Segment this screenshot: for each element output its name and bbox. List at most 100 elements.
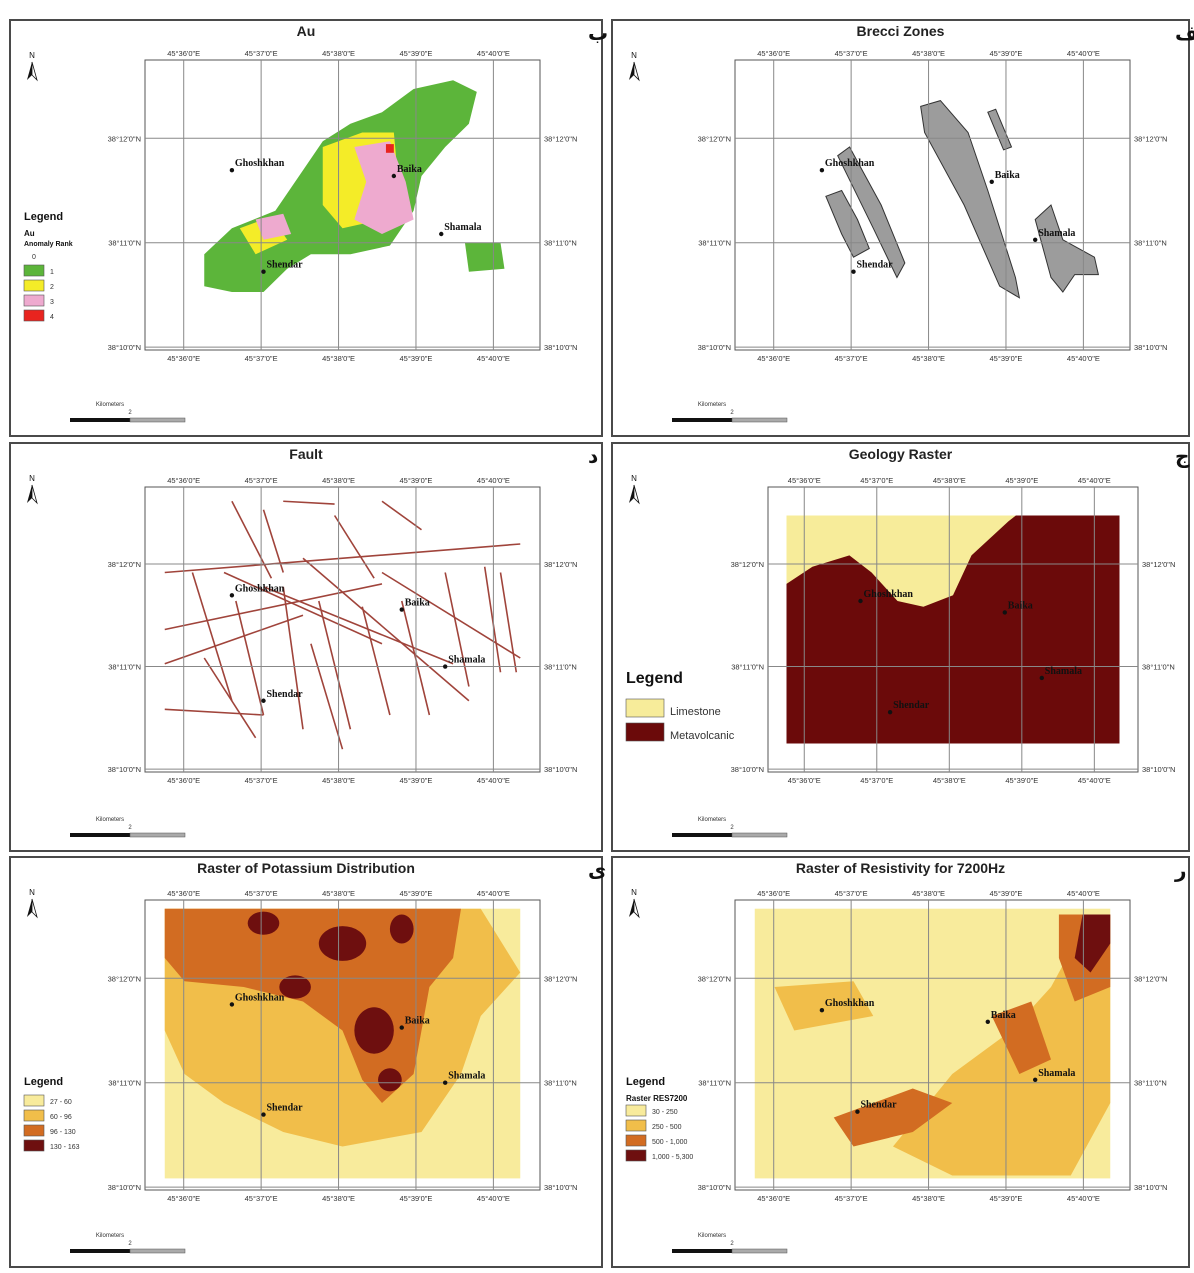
- fault-line: [499, 572, 518, 673]
- x-tick-label-top: 45°36'0"E: [788, 476, 821, 485]
- fault-line: [444, 572, 470, 687]
- raster-class-2-area: [774, 981, 874, 1031]
- legend-item-label: 96 - 130: [50, 1129, 76, 1136]
- legend-swatch: [23, 279, 45, 292]
- fault-line: [310, 643, 344, 750]
- town-marker: [439, 231, 444, 237]
- north-arrow-half: [633, 484, 640, 505]
- panel-resistivity: Raster of Resistivity for 7200Hz ر45°36'0…: [611, 856, 1190, 1268]
- legend-swatch: [23, 1094, 45, 1107]
- town-label: Shendar: [267, 1103, 304, 1114]
- breccia-zone: [837, 146, 906, 279]
- y-tick-label-left: 38°10'0"N: [108, 1183, 141, 1192]
- map-grid: 45°36'0"E 45°36'0"E 45°37'0"E 45°37'0"E 45°3…: [108, 476, 578, 785]
- legend-swatch: [625, 1134, 647, 1147]
- x-tick-label-bottom: 45°39'0"E: [1005, 776, 1038, 785]
- y-tick-label-left: 38°11'0"N: [698, 1079, 731, 1088]
- legend-swatch: [625, 698, 665, 718]
- x-tick-label-top: 45°37'0"E: [245, 49, 278, 58]
- scale-bar-segment: [731, 417, 788, 423]
- panel-letter: ج: [1175, 444, 1190, 468]
- y-tick-label-left: 38°11'0"N: [108, 239, 141, 248]
- scale-bar-value: 2: [128, 825, 132, 831]
- x-tick-label-top: 45°40'0"E: [1078, 476, 1111, 485]
- fault-line: [164, 583, 383, 631]
- raster-class-3-area: [991, 1001, 1051, 1074]
- au-rank-3-area: [255, 213, 292, 240]
- x-tick-label-bottom: 45°38'0"E: [322, 776, 355, 785]
- map-legend: Legend Raster RES7200 30 - 250 250 - 500 500…: [625, 1076, 693, 1162]
- scale-bar: Kilometers 2: [70, 1233, 186, 1254]
- x-tick-label-top: 45°39'0"E: [1005, 476, 1038, 485]
- x-tick-label-top: 45°37'0"E: [245, 476, 278, 485]
- x-tick-label-bottom: 45°36'0"E: [167, 354, 200, 363]
- x-tick-label-bottom: 45°38'0"E: [912, 354, 945, 363]
- town-marker: [1033, 237, 1038, 242]
- x-tick-label-bottom: 45°36'0"E: [788, 776, 821, 785]
- legend-swatch: [23, 309, 45, 322]
- scale-bar-label: Kilometers: [96, 1233, 124, 1239]
- fault-line: [483, 566, 502, 673]
- y-tick-label-left: 38°12'0"N: [108, 560, 141, 569]
- x-tick-label-top: 45°37'0"E: [245, 889, 278, 898]
- panel-au: Au ب45°36'0"E45°36'0"E45°37'0"E45°37'0"E4…: [9, 19, 608, 437]
- town-label: Shamala: [1038, 228, 1075, 239]
- north-arrow-half: [629, 62, 634, 80]
- panel-letter: ب: [588, 21, 608, 45]
- scale-bar-segment: [731, 1248, 788, 1254]
- y-tick-label-right: 38°10'0"N: [1134, 343, 1167, 352]
- x-tick-label-bottom: 45°38'0"E: [322, 1194, 355, 1203]
- legend-item-label: 60 - 96: [50, 1114, 72, 1121]
- map-legend: Legend Au Anomaly Rank 0 1 2 3 4: [23, 211, 73, 322]
- x-tick-label-bottom: 45°40'0"E: [477, 1194, 510, 1203]
- north-arrow-half: [31, 898, 38, 919]
- scale-bar: Kilometers 2: [672, 817, 788, 838]
- north-arrow-half: [633, 61, 640, 82]
- legend-item-label: 3: [50, 299, 54, 306]
- north-label: N: [631, 474, 637, 483]
- north-arrow-icon: N: [629, 888, 640, 919]
- legend-swatch: [625, 1104, 647, 1117]
- y-tick-label-left: 38°12'0"N: [108, 134, 141, 143]
- panel-title: Au: [297, 23, 316, 39]
- town-marker: [819, 1008, 825, 1013]
- fault-line: [283, 500, 335, 505]
- fault-line: [282, 586, 304, 730]
- y-tick-label-right: 38°12'0"N: [1142, 560, 1175, 569]
- north-arrow-icon: N: [629, 51, 640, 82]
- map-content: [786, 515, 1120, 744]
- y-tick-label-left: 38°11'0"N: [108, 1079, 141, 1088]
- legend-item-label: Metavolcanic: [670, 730, 735, 742]
- legend-subtitle: Raster RES7200: [626, 1094, 688, 1103]
- legend-swatch: [23, 1109, 45, 1122]
- scale-bar-label: Kilometers: [96, 817, 124, 823]
- x-tick-label-top: 45°38'0"E: [912, 889, 945, 898]
- scale-bar-segment: [672, 418, 732, 422]
- y-tick-label-right: 38°10'0"N: [544, 765, 577, 774]
- y-tick-label-right: 38°10'0"N: [1134, 1183, 1167, 1192]
- x-tick-label-bottom: 45°36'0"E: [167, 776, 200, 785]
- y-tick-label-left: 38°10'0"N: [731, 765, 764, 774]
- scale-bar-segment: [672, 1249, 732, 1253]
- town-marker: [989, 179, 994, 184]
- raster-class-4-area: [389, 914, 414, 944]
- town-label: Shamala: [1038, 1068, 1075, 1079]
- raster-class-4-area: [354, 1007, 394, 1054]
- north-label: N: [29, 51, 35, 60]
- legend-item-label: 4: [50, 314, 54, 321]
- raster-class-4-area: [279, 975, 311, 999]
- town-marker: [1002, 610, 1007, 615]
- town-label: Baika: [405, 1016, 430, 1027]
- scale-bar-segment: [129, 417, 186, 423]
- legend-swatch: [23, 1124, 45, 1137]
- town-label: Shendar: [893, 700, 930, 711]
- panel-letter: ر: [1174, 858, 1187, 882]
- raster-class-4-area: [378, 1068, 402, 1092]
- town-marker: [399, 607, 404, 612]
- y-tick-label-left: 38°11'0"N: [731, 663, 764, 672]
- legend-title: Legend: [626, 670, 683, 687]
- town-marker: [887, 709, 893, 715]
- y-tick-label-left: 38°11'0"N: [698, 239, 731, 248]
- fault-line: [231, 500, 273, 579]
- panel-letter: ى: [588, 858, 606, 882]
